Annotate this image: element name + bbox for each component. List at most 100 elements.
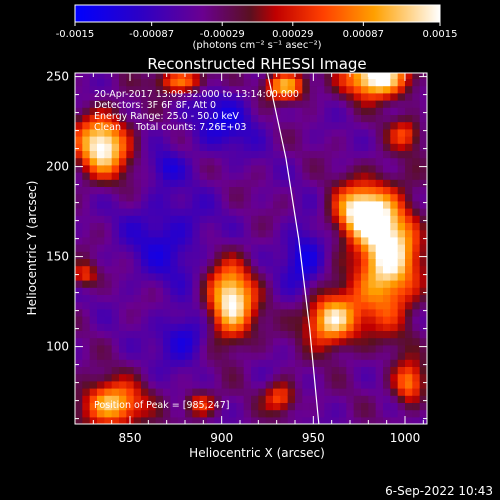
heatmap-cell xyxy=(111,164,120,173)
heatmap-cell xyxy=(368,352,377,360)
heatmap-cell xyxy=(207,143,215,151)
heatmap-cell xyxy=(280,157,289,166)
heatmap-cell xyxy=(258,359,267,367)
heatmap-cell xyxy=(375,222,384,231)
heatmap-cell xyxy=(119,272,127,281)
heatmap-cell xyxy=(185,114,193,123)
heatmap-cell xyxy=(339,373,347,382)
heatmap-cell xyxy=(229,352,237,360)
heatmap-cell xyxy=(273,272,281,281)
heatmap-cell xyxy=(265,179,274,187)
heatmap-cell xyxy=(324,172,333,180)
heatmap-cell xyxy=(170,128,179,137)
heatmap-cell xyxy=(97,287,105,295)
heatmap-cell xyxy=(280,150,289,159)
heatmap-cell xyxy=(273,136,281,144)
heatmap-cell xyxy=(207,380,215,389)
heatmap-cell xyxy=(133,85,142,94)
heatmap-cell xyxy=(317,359,325,367)
heatmap-cell xyxy=(331,366,340,375)
heatmap-cell xyxy=(97,265,105,274)
heatmap-cell xyxy=(185,236,193,245)
heatmap-cell xyxy=(177,352,186,360)
heatmap-cell xyxy=(177,114,186,123)
heatmap-cell xyxy=(412,409,421,418)
heatmap-cell xyxy=(331,352,340,360)
heatmap-cell xyxy=(361,143,369,151)
heatmap-cell xyxy=(317,114,325,123)
heatmap-cell xyxy=(199,308,208,317)
heatmap-cell xyxy=(185,244,193,252)
heatmap-cell xyxy=(207,272,215,281)
heatmap-cell xyxy=(390,344,399,353)
heatmap-cell xyxy=(133,287,142,295)
heatmap-cell xyxy=(280,258,289,267)
heatmap-cell xyxy=(368,344,377,353)
heatmap-cell xyxy=(258,85,267,94)
heatmap-cell xyxy=(324,388,333,396)
heatmap-cell xyxy=(82,258,91,267)
heatmap-cell xyxy=(324,344,333,353)
heatmap-cell xyxy=(390,366,399,375)
heatmap-cell xyxy=(229,100,237,108)
heatmap-cell xyxy=(383,337,391,346)
heatmap-cell xyxy=(368,136,377,144)
heatmap-cell xyxy=(82,236,91,245)
heatmap-cell xyxy=(163,258,171,267)
heatmap-cell xyxy=(346,215,355,223)
heatmap-cell xyxy=(199,344,208,353)
heatmap-cell xyxy=(126,316,135,324)
heatmap-cell xyxy=(346,150,355,159)
heatmap-cell xyxy=(243,215,252,223)
heatmap-cell xyxy=(419,265,427,274)
heatmap-cell xyxy=(119,236,127,245)
heatmap-cell xyxy=(419,236,427,245)
heatmap-cell xyxy=(280,128,289,137)
heatmap-cell xyxy=(177,179,186,187)
heatmap-cell xyxy=(192,409,201,418)
heatmap-cell xyxy=(412,280,421,288)
heatmap-cell xyxy=(111,301,120,310)
heatmap-cell xyxy=(295,136,303,144)
heatmap-cell xyxy=(339,272,347,281)
heatmap-cell xyxy=(89,280,98,288)
heatmap-cell xyxy=(265,208,274,216)
heatmap-cell xyxy=(148,258,157,267)
heatmap-cell xyxy=(111,150,120,159)
colorbar-tick-label: 0.00087 xyxy=(343,29,384,40)
heatmap-cell xyxy=(361,107,369,115)
heatmap-cell xyxy=(368,323,377,331)
heatmap-cell xyxy=(170,121,179,130)
heatmap-cell xyxy=(133,251,142,259)
heatmap-cell xyxy=(309,85,318,94)
heatmap-cell xyxy=(75,316,83,324)
heatmap-cell xyxy=(353,287,362,295)
heatmap-cell xyxy=(251,330,259,339)
heatmap-cell xyxy=(177,107,186,115)
heatmap-cell xyxy=(82,150,91,159)
heatmap-cell xyxy=(75,136,83,144)
heatmap-cell xyxy=(148,150,157,159)
heatmap-cell xyxy=(155,100,164,108)
heatmap-cell xyxy=(339,157,347,166)
heatmap-cell xyxy=(405,229,413,238)
heatmap-cell xyxy=(317,107,325,115)
heatmap-cell xyxy=(353,229,362,238)
heatmap-cell xyxy=(353,388,362,396)
heatmap-cell xyxy=(89,114,98,123)
heatmap-cell xyxy=(97,344,105,353)
heatmap-cell xyxy=(251,316,259,324)
heatmap-cell xyxy=(170,157,179,166)
heatmap-cell xyxy=(82,373,91,382)
heatmap-cell xyxy=(295,157,303,166)
heatmap-cell xyxy=(170,301,179,310)
heatmap-cell xyxy=(302,136,311,144)
heatmap-cell xyxy=(339,229,347,238)
heatmap-cell xyxy=(170,229,179,238)
heatmap-cell xyxy=(287,416,296,424)
heatmap-cell xyxy=(383,186,391,195)
heatmap-cell xyxy=(375,208,384,216)
heatmap-cell xyxy=(104,164,113,173)
heatmap-cell xyxy=(375,337,384,346)
heatmap-cell xyxy=(405,352,413,360)
